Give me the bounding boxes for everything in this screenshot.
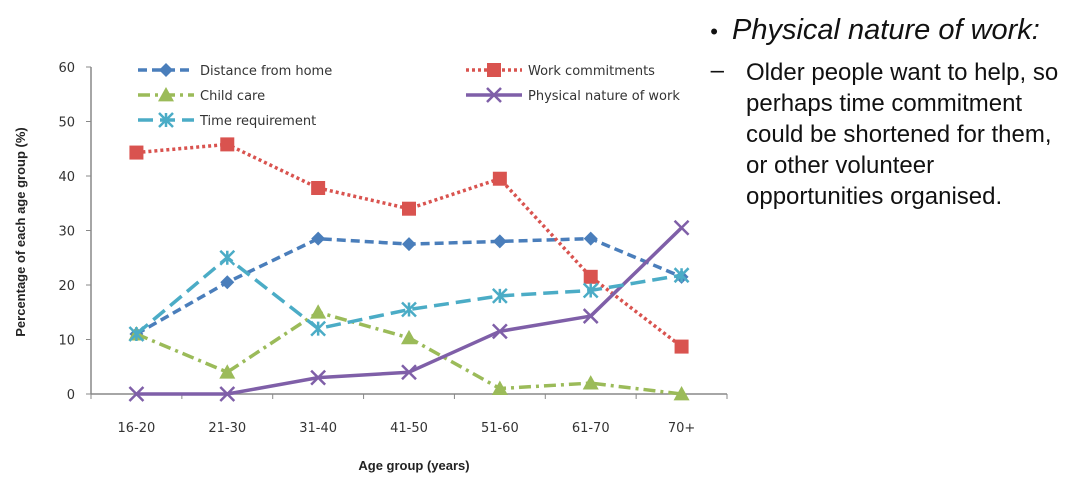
chart-series bbox=[128, 137, 690, 402]
bullet-marker: • bbox=[710, 19, 718, 44]
data-point-physical-nature-of-work bbox=[219, 386, 236, 402]
legend-label: Work commitments bbox=[528, 64, 655, 79]
chart-legend: Distance from home Work commitments Child … bbox=[138, 63, 680, 129]
legend-item-distance-from-home: Distance from home bbox=[138, 63, 332, 79]
series-time-requirement bbox=[128, 249, 690, 342]
legend-marker bbox=[486, 87, 502, 103]
data-point-work-commitments bbox=[129, 145, 144, 160]
series-child-care bbox=[128, 304, 690, 401]
x-tick-label: 31-40 bbox=[299, 421, 337, 436]
data-point-child-care bbox=[491, 380, 508, 395]
data-point-time-requirement bbox=[401, 301, 417, 318]
legend-marker bbox=[159, 63, 173, 77]
legend-marker bbox=[158, 112, 174, 128]
series-line-time-requirement bbox=[135, 256, 682, 336]
bullet-heading-row: • Physical nature of work: bbox=[684, 14, 1076, 47]
data-point-distance-from-home bbox=[402, 237, 416, 252]
y-tick-label: 20 bbox=[58, 279, 75, 294]
legend-item-child-care: Child care bbox=[138, 87, 265, 104]
y-tick-label: 30 bbox=[58, 225, 75, 240]
data-point-child-care bbox=[673, 386, 690, 401]
y-tick-label: 60 bbox=[58, 61, 75, 76]
data-point-child-care bbox=[219, 364, 236, 379]
data-point-distance-from-home bbox=[583, 231, 598, 246]
slide-text-panel: • Physical nature of work: – Older peopl… bbox=[684, 14, 1076, 212]
data-point-time-requirement bbox=[128, 326, 145, 342]
y-tick-label: 50 bbox=[58, 116, 75, 131]
legend-item-work-commitments: Work commitments bbox=[466, 63, 655, 79]
y-tick-label: 0 bbox=[67, 388, 75, 403]
data-point-work-commitments bbox=[492, 171, 507, 186]
series-work-commitments bbox=[129, 137, 689, 354]
data-point-child-care bbox=[310, 304, 327, 319]
x-tick-label: 41-50 bbox=[390, 421, 428, 436]
x-axis-title: Age group (years) bbox=[358, 458, 469, 473]
data-point-work-commitments bbox=[311, 180, 326, 195]
bullet-heading: Physical nature of work: bbox=[732, 14, 1040, 46]
legend-item-time-requirement: Time requirement bbox=[138, 112, 316, 129]
x-tick-labels: 16-20 21-30 31-40 41-50 51-60 61-70 70+ bbox=[118, 421, 696, 436]
series-line-distance-from-home bbox=[135, 236, 683, 336]
data-point-distance-from-home bbox=[311, 231, 326, 246]
data-point-time-requirement bbox=[219, 249, 236, 266]
x-tick-label: 61-70 bbox=[572, 421, 610, 436]
legend-item-physical-nature-of-work: Physical nature of work bbox=[466, 87, 680, 104]
data-point-physical-nature-of-work bbox=[673, 219, 690, 236]
data-point-time-requirement bbox=[310, 320, 327, 337]
legend-label: Child care bbox=[200, 89, 265, 104]
x-tick-label: 21-30 bbox=[208, 421, 246, 436]
data-point-physical-nature-of-work bbox=[128, 386, 145, 402]
legend-label: Physical nature of work bbox=[528, 89, 680, 104]
legend-marker bbox=[158, 87, 174, 102]
y-tick-label: 40 bbox=[58, 170, 75, 185]
data-point-work-commitments bbox=[674, 339, 689, 354]
legend-label: Distance from home bbox=[200, 64, 332, 79]
data-point-time-requirement bbox=[673, 267, 690, 284]
x-tick-label: 16-20 bbox=[118, 421, 156, 436]
data-point-child-care bbox=[582, 375, 599, 390]
series-physical-nature-of-work bbox=[128, 219, 690, 402]
x-tick-label: 51-60 bbox=[481, 421, 519, 436]
data-point-physical-nature-of-work bbox=[310, 369, 327, 386]
data-point-physical-nature-of-work bbox=[491, 323, 508, 340]
legend-marker bbox=[487, 63, 501, 77]
data-point-child-care bbox=[401, 329, 417, 345]
data-point-physical-nature-of-work bbox=[401, 364, 417, 381]
y-tick-label: 10 bbox=[58, 334, 75, 349]
x-tick-label: 70+ bbox=[668, 421, 695, 436]
legend-label: Time requirement bbox=[199, 114, 316, 129]
data-point-distance-from-home bbox=[492, 234, 507, 249]
data-point-physical-nature-of-work bbox=[582, 308, 599, 324]
line-chart: 16-20 21-30 31-40 41-50 51-60 61-70 70+ 0 10 20 3… bbox=[13, 61, 728, 473]
data-point-work-commitments bbox=[220, 137, 235, 152]
sub-bullet-text: Older people want to help, so perhaps ti… bbox=[746, 59, 1059, 210]
y-axis-title: Percentage of each age group (%) bbox=[13, 127, 28, 337]
chart-axes bbox=[86, 66, 728, 399]
sub-bullet-marker: – bbox=[710, 57, 724, 84]
data-point-time-requirement bbox=[491, 288, 508, 304]
sub-bullet-row: – Older people want to help, so perhaps … bbox=[684, 57, 1076, 212]
y-tick-labels: 0 10 20 30 40 50 60 bbox=[58, 61, 75, 403]
series-distance-from-home bbox=[129, 231, 689, 342]
series-line-child-care bbox=[135, 310, 682, 396]
data-point-work-commitments bbox=[583, 269, 598, 284]
data-point-distance-from-home bbox=[220, 275, 235, 290]
data-point-work-commitments bbox=[402, 201, 416, 216]
data-point-time-requirement bbox=[582, 282, 599, 299]
